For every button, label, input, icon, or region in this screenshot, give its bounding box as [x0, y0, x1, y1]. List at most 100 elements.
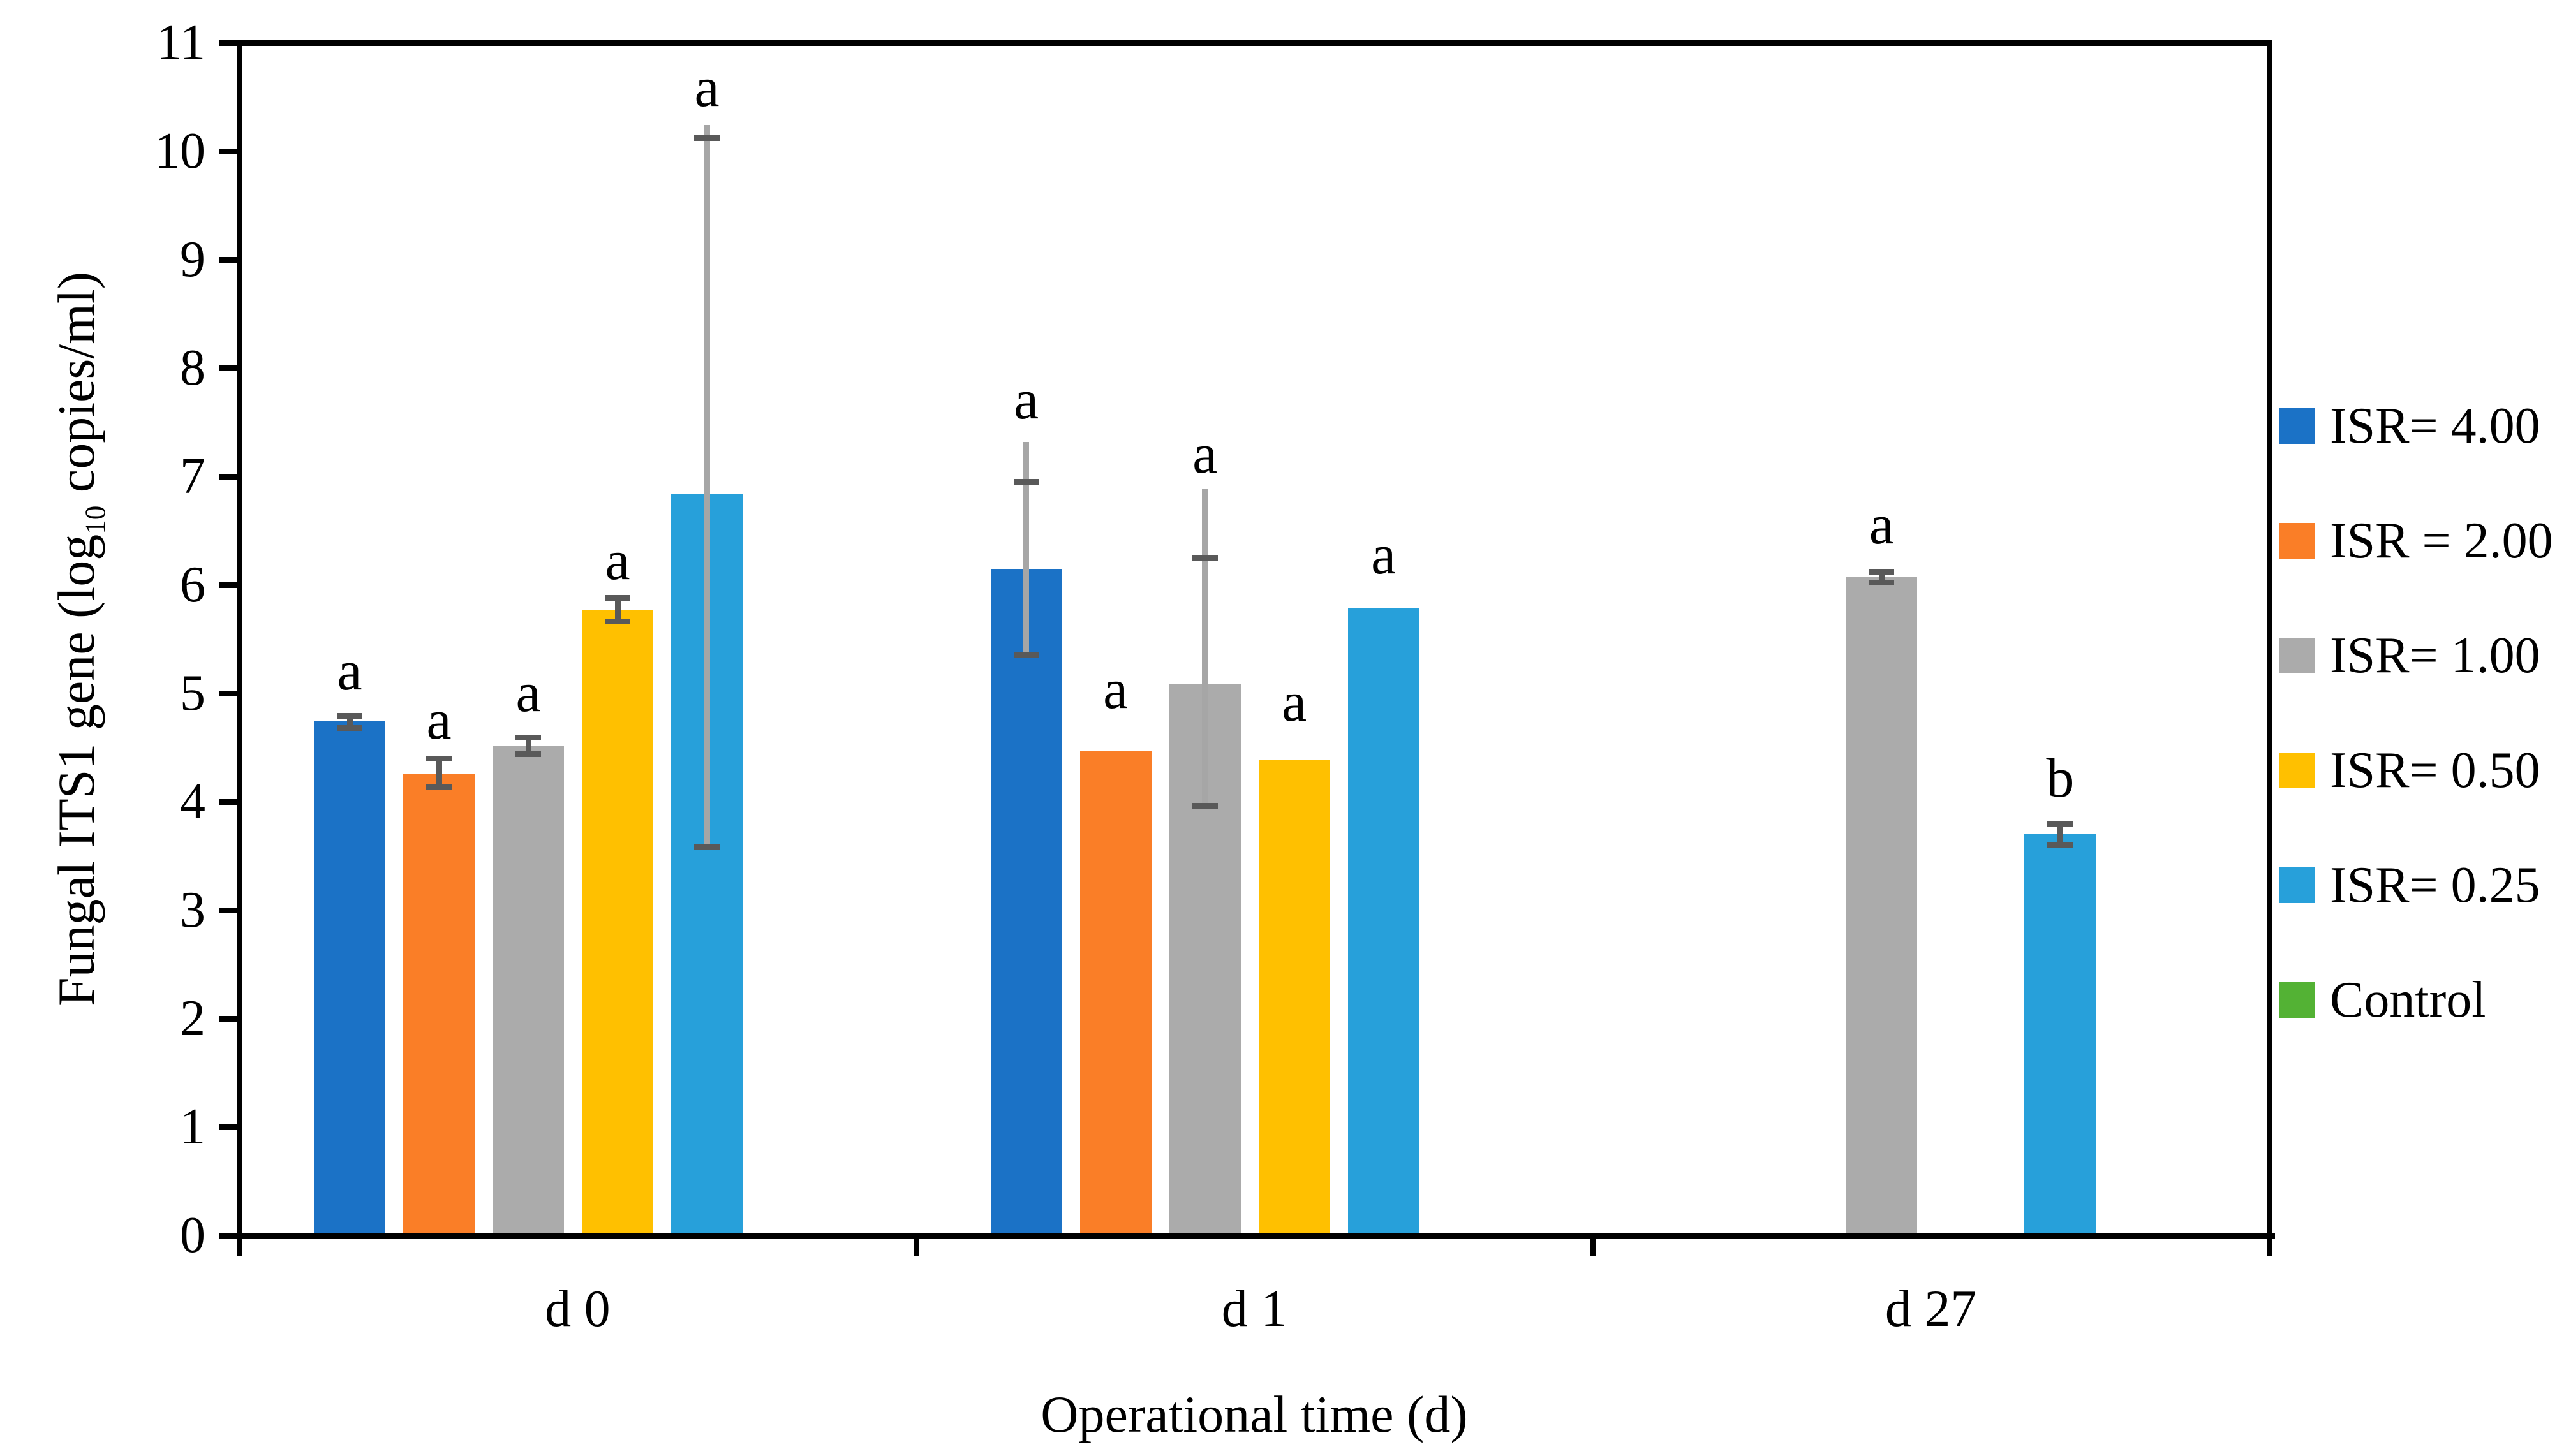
y-axis-title-subscript: 10	[79, 505, 112, 534]
error-bar-cap	[426, 784, 452, 791]
y-tick-label: 7	[180, 448, 205, 504]
legend-label: ISR = 2.00	[2330, 513, 2553, 569]
y-tick-mark	[219, 474, 239, 480]
x-axis-line	[219, 1233, 2275, 1239]
legend-swatch	[2279, 982, 2315, 1018]
error-bar-cap	[1013, 479, 1039, 485]
error-bar-cap	[337, 713, 362, 719]
legend-swatch	[2279, 867, 2315, 903]
error-bar-cap	[2047, 842, 2073, 848]
significance-letter: a	[1192, 423, 1218, 485]
error-bar-line	[614, 598, 621, 622]
bar-ISR0.50-d1	[1258, 759, 1330, 1235]
y-tick-label: 2	[180, 990, 205, 1047]
x-tick-mark	[2267, 1235, 2272, 1256]
y-tick-label: 11	[156, 15, 205, 71]
error-bar-line	[2057, 823, 2063, 845]
y-tick-label: 8	[180, 340, 205, 396]
error-bar-cap	[426, 755, 452, 761]
error-bar-cap	[1869, 569, 1895, 575]
x-tick-mark	[1590, 1235, 1596, 1256]
error-bar-cap	[1192, 803, 1218, 809]
error-bar-line	[704, 125, 710, 848]
error-bar-cap	[694, 844, 720, 850]
y-tick-mark	[219, 40, 239, 46]
error-bar-cap	[2047, 820, 2073, 827]
significance-letter: a	[1371, 524, 1397, 587]
y-tick-label: 3	[180, 882, 205, 938]
error-bar-line	[525, 737, 531, 754]
bar-ISR2.00-d0	[403, 773, 475, 1235]
error-bar-cap	[694, 135, 720, 142]
x-category-label: d 0	[545, 1279, 611, 1337]
y-axis-title: Fungal ITS1 gene (log10 copies/ml)	[41, 1, 112, 1277]
y-tick-mark	[219, 799, 239, 805]
x-category-label: d 1	[1221, 1279, 1287, 1337]
y-tick-mark	[219, 691, 239, 696]
error-bar-cap	[605, 594, 630, 601]
y-tick-label: 6	[180, 557, 205, 613]
bar-ISR1.00-d27	[1846, 577, 1918, 1235]
y-tick-mark	[219, 257, 239, 263]
significance-letter: a	[337, 640, 362, 702]
significance-letter: a	[1869, 494, 1894, 556]
error-bar-line	[1202, 489, 1208, 806]
y-axis-line	[237, 40, 242, 1241]
bar-ISR0.25-d27	[2024, 834, 2096, 1235]
y-tick-mark	[219, 582, 239, 588]
error-bar-cap	[1013, 652, 1039, 658]
legend-label: ISR= 1.00	[2330, 628, 2540, 684]
legend-swatch	[2279, 408, 2315, 444]
legend-label: ISR= 0.25	[2330, 857, 2540, 913]
error-bar-cap	[337, 724, 362, 731]
plot-top-border	[237, 40, 2272, 46]
y-tick-mark	[219, 1124, 239, 1130]
y-tick-mark	[219, 1016, 239, 1022]
significance-letter: b	[2046, 747, 2075, 810]
x-axis-title: Operational time (d)	[1041, 1385, 1468, 1443]
y-tick-label: 10	[154, 123, 205, 179]
y-tick-label: 5	[180, 665, 205, 721]
significance-letter: a	[1014, 369, 1039, 431]
y-tick-mark	[219, 149, 239, 154]
bar-ISR0.25-d1	[1347, 608, 1419, 1235]
legend-label: ISR= 0.50	[2330, 742, 2540, 798]
y-tick-mark	[219, 365, 239, 371]
y-tick-label: 0	[180, 1207, 205, 1263]
significance-letter: a	[426, 689, 452, 751]
error-bar-line	[346, 716, 353, 728]
plot-right-border	[2267, 40, 2272, 1241]
error-bar-cap	[515, 735, 541, 741]
bar-ISR4.00-d0	[314, 721, 385, 1235]
y-tick-label: 9	[180, 232, 205, 288]
x-tick-mark	[913, 1235, 919, 1256]
legend-swatch	[2279, 523, 2315, 559]
legend-label: Control	[2330, 972, 2486, 1028]
bar-ISR2.00-d1	[1079, 751, 1152, 1235]
error-bar-cap	[1869, 580, 1895, 586]
error-bar-cap	[1192, 555, 1218, 561]
y-tick-label: 1	[180, 1099, 205, 1155]
significance-letter: a	[515, 662, 541, 724]
significance-letter: a	[1282, 672, 1307, 734]
legend-label: ISR= 4.00	[2330, 398, 2540, 454]
error-bar-line	[1878, 571, 1885, 583]
significance-letter: a	[605, 529, 630, 592]
error-bar-cap	[515, 751, 541, 757]
significance-letter: a	[694, 57, 720, 119]
bar-ISR0.50-d0	[582, 610, 653, 1235]
legend-swatch	[2279, 753, 2315, 788]
bar-ISR4.00-d1	[990, 568, 1062, 1235]
y-tick-mark	[219, 908, 239, 913]
x-category-label: d 27	[1885, 1279, 1977, 1337]
y-tick-mark	[219, 1233, 239, 1239]
error-bar-cap	[605, 619, 630, 625]
error-bar-line	[1023, 441, 1030, 656]
error-bar-line	[436, 758, 442, 788]
bar-ISR1.00-d0	[493, 746, 564, 1235]
y-tick-label: 4	[180, 774, 205, 830]
x-tick-mark	[237, 1235, 242, 1256]
significance-letter: a	[1103, 658, 1129, 721]
legend-swatch	[2279, 638, 2315, 673]
